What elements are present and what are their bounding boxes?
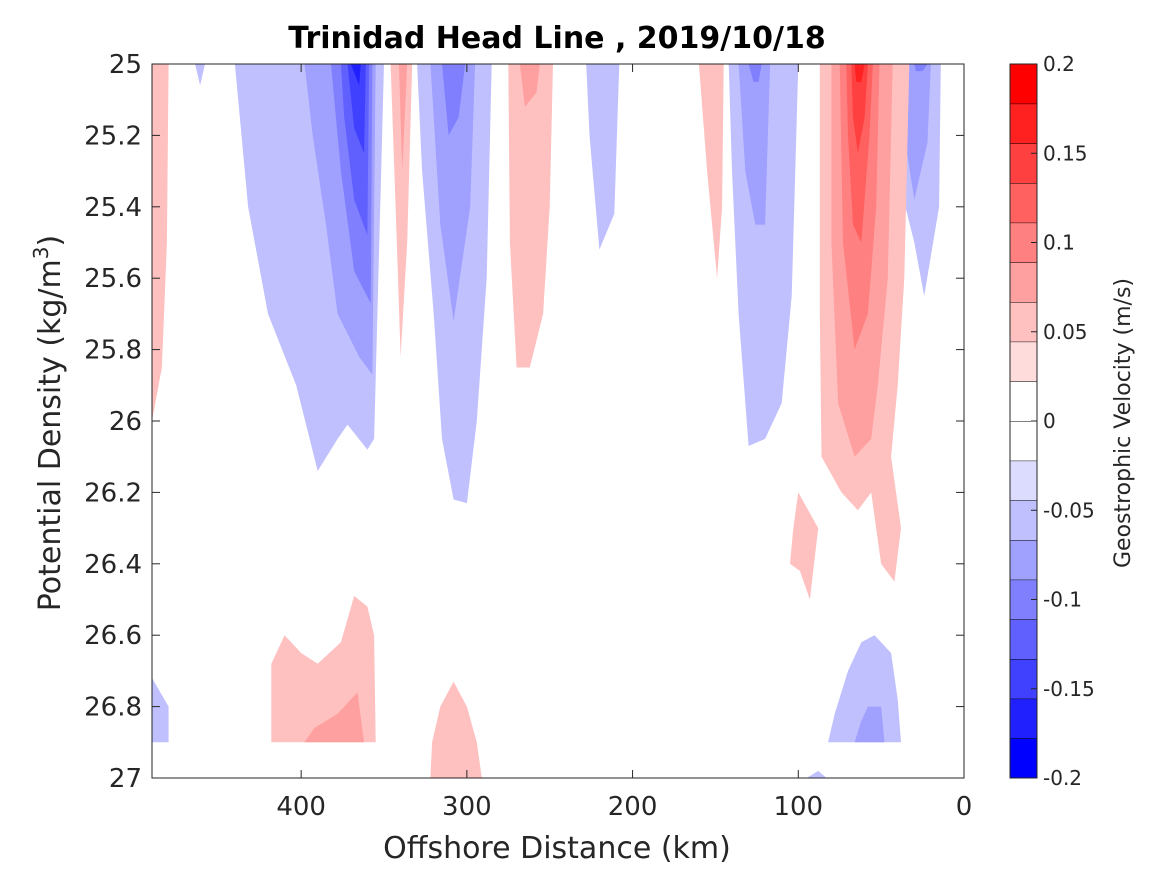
contour-region-pos-262-l1 — [508, 64, 553, 368]
y-tick-label: 25.8 — [84, 336, 142, 366]
chart-title: Trinidad Head Line , 2019/10/18 — [288, 21, 825, 56]
y-tick-label: 25.2 — [84, 121, 142, 151]
y-axis-label-superscript: 3 — [29, 246, 53, 259]
colorbar-tick-label: -0.1 — [1043, 588, 1082, 612]
y-tick-label: 26.8 — [84, 693, 142, 723]
contour-layer — [152, 64, 941, 778]
y-tick-label: 25 — [109, 50, 142, 80]
colorbar-band — [1010, 738, 1037, 778]
colorbar — [1010, 64, 1037, 778]
x-tick-label: 0 — [956, 792, 973, 822]
contour-region-pos-340-l2 — [398, 64, 408, 172]
colorbar-band — [1010, 381, 1037, 421]
y-axis-label-end: ) — [33, 235, 68, 247]
colorbar-band — [1010, 698, 1037, 739]
contour-region-pos-deep-380-l2 — [304, 692, 365, 743]
contour-region-pos-152-l1 — [698, 64, 724, 279]
contour-region-pos-60-l6 — [854, 64, 865, 82]
colorbar-band — [1010, 302, 1037, 342]
x-tick-label: 100 — [773, 792, 823, 822]
x-axis-label: Offshore Distance (km) — [383, 831, 731, 866]
colorbar-tick-label: -0.05 — [1043, 498, 1095, 522]
contour-region-neg-30-l3 — [914, 64, 928, 72]
x-tick-label: 200 — [608, 792, 658, 822]
y-tick-label: 25.4 — [84, 193, 142, 223]
contour-region-pos-340-l1 — [390, 64, 413, 357]
contour-region-neg-400-l5 — [347, 64, 366, 154]
colorbar-band — [1010, 262, 1037, 302]
y-axis: 25 25.2 25.4 25.6 25.8 26 26.2 26.4 26.6 26.8 27 — [84, 50, 964, 794]
y-tick-label: 27 — [109, 764, 142, 794]
colorbar-band — [1010, 540, 1037, 580]
contour-region-neg-400-l6 — [350, 64, 361, 86]
x-tick-label: 400 — [276, 792, 326, 822]
contour-region-pos-490-l1 — [152, 64, 169, 421]
colorbar-band — [1010, 500, 1037, 540]
colorbar-band — [1010, 103, 1037, 144]
contour-region-pos-deep-305 — [430, 681, 482, 778]
contour-region-neg-125-l3 — [748, 64, 762, 82]
colorbar-axis: 0.2 0.15 0.1 0.05 0 -0.05 -0.1 -0.15 -0.2 — [1031, 52, 1095, 790]
colorbar-band — [1010, 183, 1037, 223]
contour-region-pos-262-l2 — [519, 64, 540, 107]
contour-region-pos-60-l5 — [851, 64, 868, 154]
y-axis-label: Potential Density (kg/m3) — [29, 235, 68, 611]
colorbar-tick-label: 0.1 — [1043, 231, 1075, 255]
contour-region-neg-125-l2 — [738, 64, 771, 225]
colorbar-band — [1010, 421, 1037, 461]
contour-region-neg-deep-90 — [806, 770, 827, 778]
contour-region-neg-top-460 — [195, 64, 205, 86]
colorbar-band — [1010, 341, 1037, 382]
colorbar-band — [1010, 143, 1037, 183]
y-tick-label: 26.4 — [84, 550, 142, 580]
y-tick-label: 26.6 — [84, 621, 142, 651]
contour-region-neg-310-l2 — [430, 64, 476, 321]
colorbar-label: Geostrophic Velocity (m/s) — [1111, 278, 1136, 568]
colorbar-band — [1010, 460, 1037, 501]
colorbar-band — [1010, 619, 1037, 659]
colorbar-tick-label: 0.2 — [1043, 52, 1075, 76]
y-axis-label-main: Potential Density (kg/m — [33, 259, 68, 611]
contour-region-neg-310-l3 — [442, 64, 466, 136]
contour-region-neg-215-l1 — [586, 64, 620, 250]
y-tick-label: 25.6 — [84, 264, 142, 294]
colorbar-tick-label: 0 — [1043, 409, 1056, 433]
colorbar-tick-label: 0.15 — [1043, 141, 1088, 165]
contour-region-neg-deep-60-l2 — [854, 706, 885, 743]
x-tick-label: 300 — [442, 792, 492, 822]
colorbar-tick-label: 0.05 — [1043, 320, 1088, 344]
colorbar-tick-label: -0.15 — [1043, 677, 1095, 701]
contour-region-neg-deep-470 — [152, 678, 169, 743]
y-tick-label: 26 — [109, 407, 142, 437]
x-axis: 400 300 200 100 0 — [276, 64, 972, 822]
colorbar-tick-label: -0.2 — [1043, 766, 1082, 790]
colorbar-band — [1010, 659, 1037, 699]
y-tick-label: 26.2 — [84, 478, 142, 508]
contour-region-neg-deep-60 — [828, 635, 901, 743]
colorbar-band — [1010, 64, 1037, 104]
contour-region-pos-95 — [790, 492, 819, 600]
